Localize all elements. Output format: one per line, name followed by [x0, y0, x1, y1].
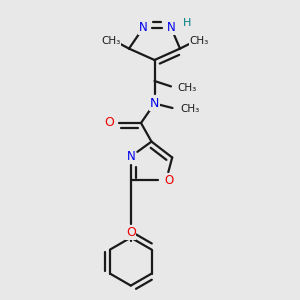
- Text: CH₃: CH₃: [178, 83, 197, 93]
- Text: CH₃: CH₃: [180, 104, 199, 115]
- Text: O: O: [104, 116, 114, 130]
- Text: N: N: [150, 97, 159, 110]
- Text: CH₃: CH₃: [101, 36, 121, 46]
- Text: N: N: [126, 150, 135, 163]
- Text: N: N: [167, 21, 176, 34]
- Text: N: N: [139, 21, 148, 34]
- Text: O: O: [164, 173, 173, 187]
- Text: CH₃: CH₃: [190, 36, 209, 46]
- Text: H: H: [183, 18, 192, 28]
- Text: O: O: [126, 226, 136, 239]
